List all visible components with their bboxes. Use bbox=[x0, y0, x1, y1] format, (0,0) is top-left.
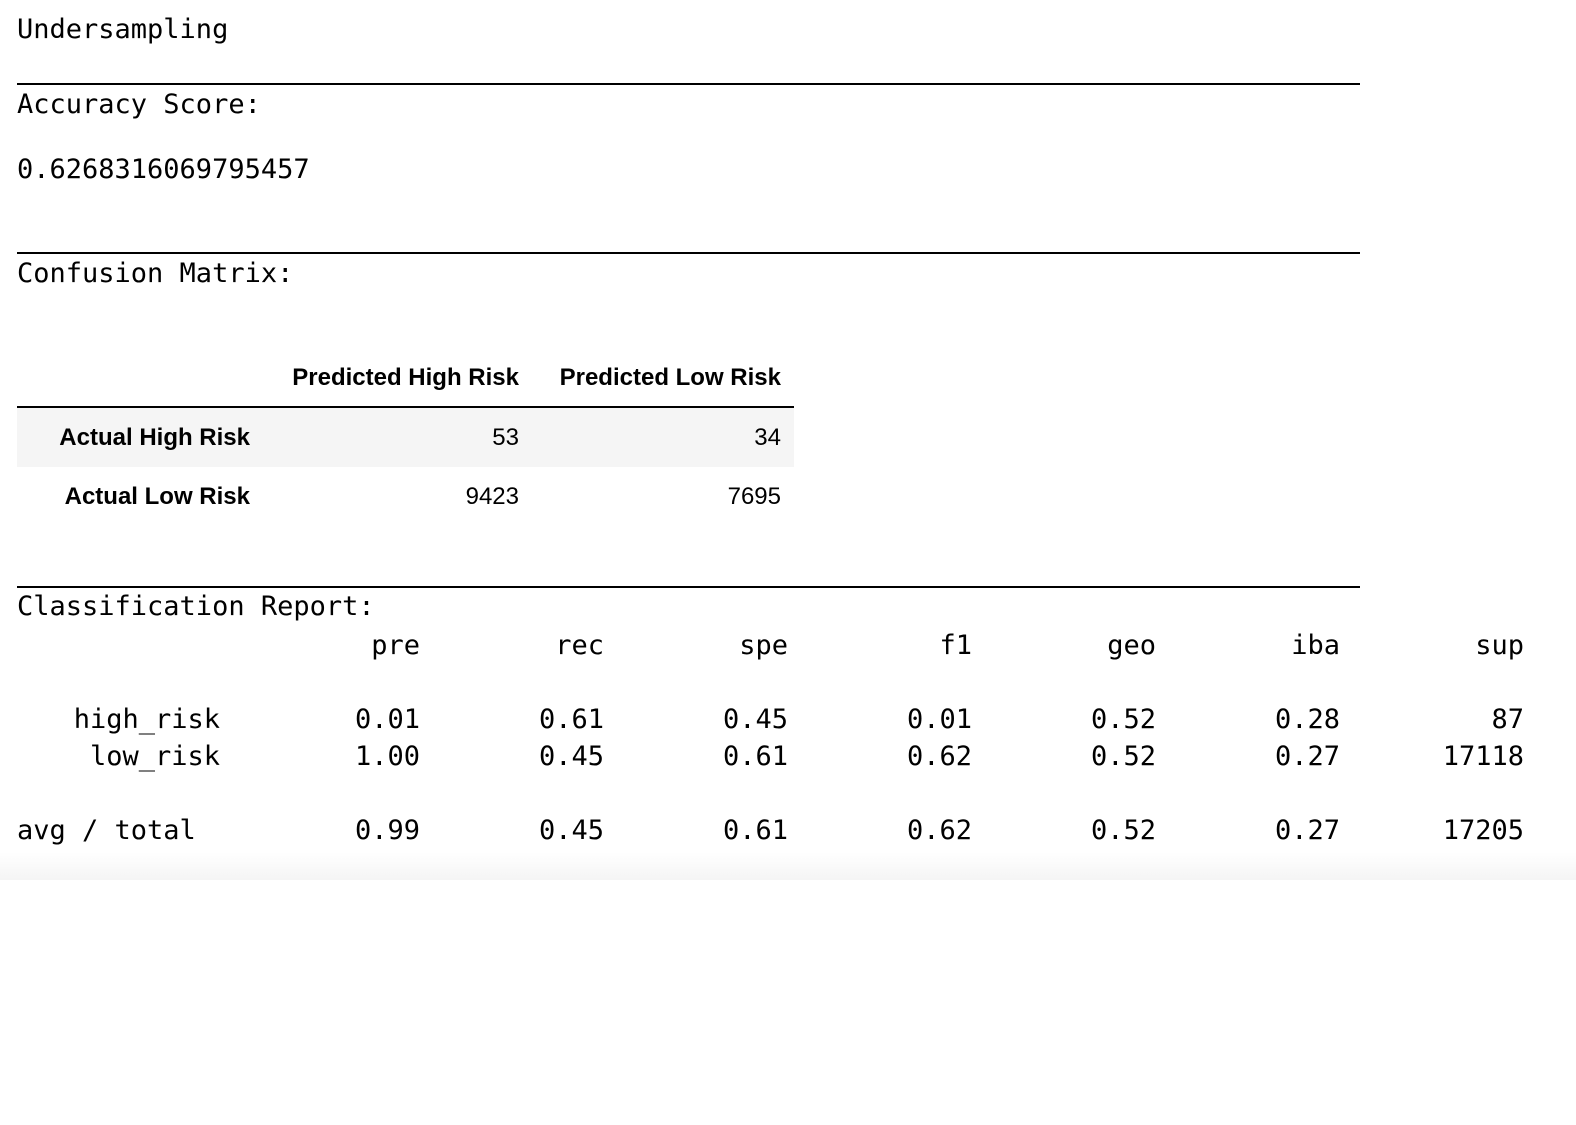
column-header: rec bbox=[555, 630, 604, 661]
report-cell: 0.61 bbox=[722, 741, 788, 772]
accuracy-label: Accuracy Score: bbox=[17, 89, 261, 120]
report-header-row: pre rec spe f1 geo iba sup bbox=[0, 630, 1524, 664]
report-cell: 0.01 bbox=[354, 704, 420, 735]
report-cell: 0.45 bbox=[538, 815, 604, 846]
divider-line bbox=[17, 586, 1360, 588]
report-cell: 0.27 bbox=[1274, 741, 1340, 772]
table-cell: 53 bbox=[492, 423, 519, 451]
confusion-matrix-label: Confusion Matrix: bbox=[17, 258, 294, 289]
row-label: high_risk bbox=[73, 704, 220, 735]
table-cell: 34 bbox=[754, 423, 781, 451]
report-cell: 0.61 bbox=[538, 704, 604, 735]
report-row: high_risk 0.01 0.61 0.45 0.01 0.52 0.28 … bbox=[0, 704, 1524, 738]
report-cell: 0.52 bbox=[1090, 815, 1156, 846]
report-cell: 0.62 bbox=[906, 741, 972, 772]
column-header: Predicted High Risk bbox=[264, 350, 532, 408]
report-cell: 0.01 bbox=[906, 704, 972, 735]
column-header: iba bbox=[1291, 630, 1340, 661]
report-cell: 0.28 bbox=[1274, 704, 1340, 735]
report-row: low_risk 1.00 0.45 0.61 0.62 0.52 0.27 1… bbox=[0, 741, 1524, 775]
confusion-matrix-table: Predicted High Risk Predicted Low Risk A… bbox=[17, 350, 794, 527]
table-row: Actual High Risk 53 34 bbox=[17, 407, 794, 467]
table-corner-cell bbox=[17, 350, 264, 408]
divider-line bbox=[17, 252, 1360, 254]
classification-report-label: Classification Report: bbox=[17, 591, 375, 622]
report-cell: 17205 bbox=[1442, 815, 1524, 846]
table-row: Actual Low Risk 9423 7695 bbox=[17, 467, 794, 527]
row-header: Actual Low Risk bbox=[64, 483, 250, 510]
report-cell: 0.45 bbox=[538, 741, 604, 772]
column-header: pre bbox=[371, 630, 420, 661]
table-cell: 7695 bbox=[727, 483, 781, 510]
column-header: sup bbox=[1475, 630, 1524, 661]
column-header: spe bbox=[739, 630, 788, 661]
row-label: low_risk bbox=[89, 741, 220, 772]
accuracy-value: 0.6268316069795457 bbox=[17, 154, 310, 185]
column-header: geo bbox=[1107, 630, 1156, 661]
report-cell: 0.45 bbox=[722, 704, 788, 735]
report-cell: 0.62 bbox=[906, 815, 972, 846]
table-cell: 9423 bbox=[465, 483, 519, 510]
report-cell: 0.61 bbox=[722, 815, 788, 846]
divider-line bbox=[17, 83, 1360, 85]
row-header: Actual High Risk bbox=[59, 423, 250, 451]
bottom-shadow bbox=[0, 852, 1576, 880]
report-cell: 0.52 bbox=[1090, 704, 1156, 735]
output-title: Undersampling bbox=[17, 14, 229, 45]
report-cell: 0.27 bbox=[1274, 815, 1340, 846]
report-cell: 87 bbox=[1491, 704, 1524, 735]
report-row: avg / total 0.99 0.45 0.61 0.62 0.52 0.2… bbox=[0, 815, 1524, 849]
column-header: Predicted Low Risk bbox=[531, 350, 794, 408]
row-label: avg / total bbox=[17, 815, 196, 846]
report-cell: 1.00 bbox=[354, 741, 420, 772]
report-cell: 0.99 bbox=[354, 815, 420, 846]
column-header: f1 bbox=[939, 630, 972, 661]
table-header-row: Predicted High Risk Predicted Low Risk bbox=[17, 350, 794, 408]
report-cell: 17118 bbox=[1442, 741, 1524, 772]
report-cell: 0.52 bbox=[1090, 741, 1156, 772]
